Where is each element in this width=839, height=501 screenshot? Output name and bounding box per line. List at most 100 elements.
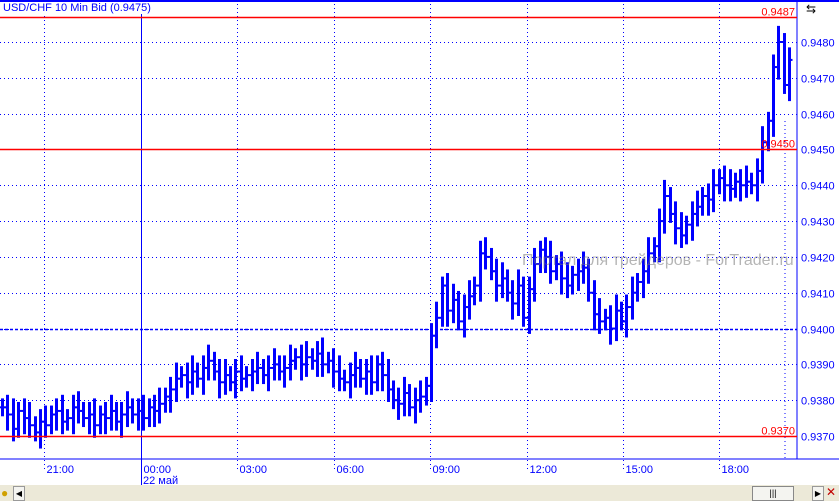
price-bar: [64, 409, 71, 431]
price-bar: [379, 351, 386, 392]
price-bar: [471, 276, 478, 306]
price-bar: [737, 169, 744, 202]
price-bar: [417, 380, 424, 413]
price-bar: [249, 358, 256, 392]
price-bar: [200, 355, 207, 395]
price-bar: [710, 169, 717, 213]
price-bar: [37, 409, 44, 449]
price-bar: [678, 212, 685, 248]
price-bar: [146, 398, 153, 428]
price-bar: [732, 172, 739, 198]
x-tick-label: 06:00: [337, 464, 365, 476]
price-chart[interactable]: 0.9370 0.9380 0.9390 0.9400 0.9410 0.9420 0.94…: [0, 0, 839, 485]
price-bar: [569, 265, 576, 295]
price-bar: [4, 394, 11, 431]
price-bar: [558, 251, 565, 295]
y-tick-label: 0.9450: [801, 145, 835, 157]
price-bar: [466, 280, 473, 320]
price-bar: [721, 165, 728, 202]
price-bar: [10, 398, 17, 442]
price-bar: [531, 247, 538, 302]
price-bar: [325, 351, 332, 374]
price-bar: [287, 344, 294, 381]
price-bar: [461, 294, 468, 338]
scroll-thumb[interactable]: |||: [752, 486, 794, 501]
price-bar: [124, 391, 131, 428]
price-bar: [596, 298, 603, 334]
price-bar: [189, 355, 196, 395]
scroll-right-button[interactable]: ▶: [812, 486, 824, 501]
price-bar: [102, 401, 109, 435]
y-tick-label: 0.9420: [801, 253, 835, 265]
price-bar: [645, 237, 652, 284]
price-bar: [623, 294, 630, 338]
price-bar: [75, 391, 82, 424]
price-bar: [689, 201, 696, 241]
y-tick-label: 0.9480: [801, 38, 835, 50]
price-bar: [86, 401, 93, 435]
scroll-left-button[interactable]: ◀: [13, 486, 25, 501]
price-bar: [683, 215, 690, 245]
y-tick-label: 0.9390: [801, 360, 835, 372]
price-bar: [504, 269, 511, 302]
x-tick-label: 09:00: [433, 464, 461, 476]
price-bar: [385, 358, 392, 402]
ohlc-bars: [0, 25, 793, 449]
price-bar: [216, 358, 223, 399]
y-tick-label: 0.9380: [801, 396, 835, 408]
price-bar: [292, 348, 299, 370]
y-tick-label: 0.9440: [801, 181, 835, 193]
price-bar: [265, 355, 272, 392]
price-bar: [775, 25, 782, 80]
y-tick-label: 0.9370: [801, 432, 835, 444]
price-bar: [205, 344, 212, 381]
price-bar: [184, 362, 191, 399]
price-bar: [243, 366, 250, 388]
price-bar: [319, 337, 326, 377]
price-bar: [352, 351, 359, 388]
autoscroll-icon[interactable]: ⇆: [806, 2, 817, 16]
price-bar: [368, 355, 375, 395]
price-bar: [118, 401, 125, 438]
chart-title: USD/CHF 10 Min Bid (0.9475): [2, 2, 152, 14]
price-bar: [547, 240, 554, 284]
price-bar: [672, 201, 679, 245]
price-bar: [444, 273, 451, 327]
price-bar: [15, 401, 22, 438]
price-bar: [482, 237, 489, 270]
price-bar: [21, 398, 28, 435]
level-line-label: 0.9487: [761, 7, 795, 19]
x-tick-label: 12:00: [530, 464, 558, 476]
price-bar: [298, 344, 305, 381]
price-bar: [167, 376, 174, 413]
price-bar: [42, 405, 49, 438]
price-bar: [173, 362, 180, 402]
price-bar: [53, 398, 60, 431]
price-bar: [591, 280, 598, 331]
price-bar: [336, 355, 343, 392]
price-bar: [357, 358, 364, 388]
price-bar: [509, 280, 516, 320]
price-bar: [70, 394, 77, 435]
close-icon[interactable]: ✕: [826, 485, 837, 499]
price-bar: [439, 276, 446, 327]
x-tick-label: 00:00: [144, 464, 172, 476]
price-bar: [433, 301, 440, 349]
price-bar: [661, 179, 668, 234]
y-tick-label: 0.9430: [801, 217, 835, 229]
price-bar: [162, 387, 169, 413]
price-bar: [694, 190, 701, 227]
price-bar: [412, 387, 419, 424]
price-bar: [222, 358, 229, 395]
y-tick-label: 0.9460: [801, 110, 835, 122]
price-bar: [406, 384, 413, 417]
price-bar: [135, 398, 142, 431]
price-bar: [520, 276, 527, 327]
price-bar: [26, 401, 33, 438]
price-bar: [129, 398, 136, 424]
x-tick-label: 18:00: [722, 464, 750, 476]
price-bar: [254, 351, 261, 385]
price-bar: [178, 366, 185, 388]
y-tick-label: 0.9410: [801, 289, 835, 301]
horizontal-scrollbar[interactable]: ● ◀ ||| ▶ ✕: [0, 485, 839, 501]
